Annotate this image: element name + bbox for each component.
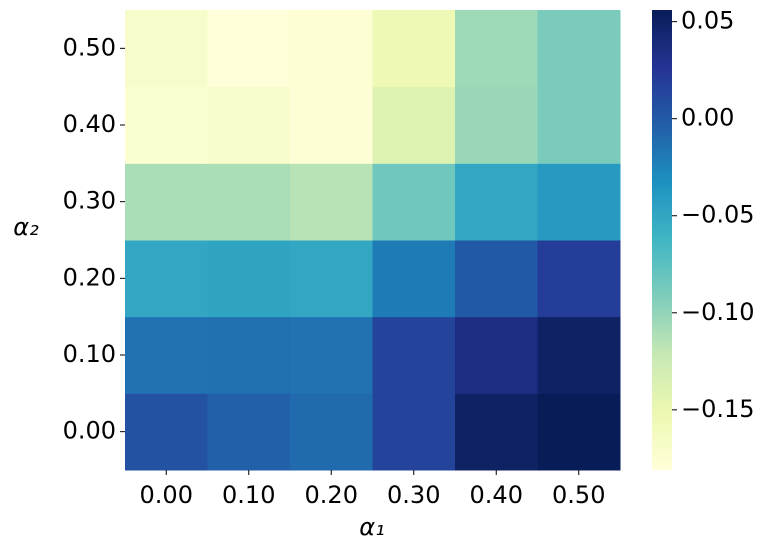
heatmap-cell bbox=[207, 86, 291, 164]
colorbar-tick-label: −0.10 bbox=[681, 298, 755, 326]
colorbar-tick-label: −0.05 bbox=[681, 201, 755, 229]
heatmap-cell bbox=[125, 86, 208, 164]
heatmap-cell bbox=[207, 163, 291, 241]
heatmap-cell bbox=[290, 240, 373, 318]
y-tick-label: 0.20 bbox=[63, 263, 116, 291]
heatmap-cell bbox=[290, 316, 373, 394]
heatmap-cell bbox=[207, 240, 291, 318]
heatmap-cell bbox=[455, 393, 538, 471]
heatmap-cell bbox=[290, 86, 373, 164]
heatmap-cell bbox=[207, 10, 291, 88]
x-axis-label: α₁ bbox=[359, 513, 384, 541]
heatmap-cell bbox=[290, 163, 373, 241]
heatmap-cell bbox=[537, 393, 621, 471]
heatmap-cell bbox=[207, 316, 291, 394]
heatmap-cell bbox=[537, 240, 621, 318]
heatmap-cell bbox=[455, 240, 538, 318]
heatmap-cell bbox=[125, 316, 208, 394]
y-tick-label: 0.10 bbox=[63, 340, 116, 368]
y-axis-label: α₂ bbox=[13, 213, 39, 241]
heatmap-cell bbox=[372, 316, 456, 394]
heatmap-cell bbox=[207, 393, 291, 471]
x-tick-label: 0.30 bbox=[387, 481, 440, 509]
x-tick-label: 0.50 bbox=[552, 481, 605, 509]
y-tick-label: 0.40 bbox=[63, 110, 116, 138]
x-tick-label: 0.20 bbox=[305, 481, 358, 509]
heatmap-cell bbox=[125, 10, 208, 88]
colorbar-tick-label: 0.05 bbox=[681, 7, 734, 35]
heatmap-cell bbox=[290, 10, 373, 88]
y-tick-label: 0.00 bbox=[63, 417, 116, 445]
y-tick-label: 0.30 bbox=[63, 187, 116, 215]
heatmap-cell bbox=[125, 240, 208, 318]
colorbar-tick-label: −0.15 bbox=[681, 395, 755, 423]
heatmap-cell bbox=[372, 10, 456, 88]
heatmap-cell bbox=[537, 10, 621, 88]
heatmap-cell bbox=[537, 316, 621, 394]
heatmap-cell bbox=[455, 316, 538, 394]
heatmap-cell bbox=[537, 163, 621, 241]
heatmap-cell bbox=[372, 86, 456, 164]
x-tick-label: 0.00 bbox=[140, 481, 193, 509]
heatmap-cell bbox=[125, 163, 208, 241]
heatmap-cell bbox=[372, 163, 456, 241]
colorbar bbox=[652, 10, 672, 470]
heatmap-cell bbox=[455, 163, 538, 241]
colorbar-tick-label: 0.00 bbox=[681, 104, 734, 132]
heatmap-cell bbox=[455, 86, 538, 164]
x-tick-label: 0.40 bbox=[470, 481, 523, 509]
heatmap-cell bbox=[455, 10, 538, 88]
heatmap-cell bbox=[372, 240, 456, 318]
heatmap-cell bbox=[125, 393, 208, 471]
heatmap-cell bbox=[290, 393, 373, 471]
x-tick-label: 0.10 bbox=[222, 481, 275, 509]
heatmap-cell bbox=[537, 86, 621, 164]
y-tick-label: 0.50 bbox=[63, 33, 116, 61]
heatmap-cell bbox=[372, 393, 456, 471]
